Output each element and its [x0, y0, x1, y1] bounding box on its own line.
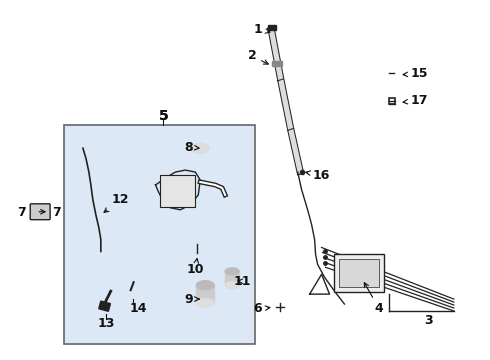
- Bar: [272, 61, 282, 66]
- Polygon shape: [288, 129, 304, 175]
- Text: 11: 11: [233, 275, 251, 288]
- FancyBboxPatch shape: [30, 204, 50, 220]
- Bar: [161, 175, 196, 207]
- Text: 2: 2: [247, 49, 268, 64]
- Text: 10: 10: [187, 258, 204, 276]
- Bar: [335, 255, 384, 292]
- Text: 14: 14: [130, 302, 147, 315]
- Text: 16: 16: [306, 168, 330, 181]
- Bar: [340, 260, 379, 287]
- Ellipse shape: [196, 281, 214, 290]
- Polygon shape: [268, 26, 284, 81]
- Polygon shape: [278, 79, 294, 130]
- Text: 3: 3: [425, 314, 433, 327]
- Ellipse shape: [225, 282, 239, 289]
- Text: 13: 13: [97, 318, 115, 330]
- Bar: [64, 125, 255, 344]
- Ellipse shape: [196, 298, 214, 307]
- Text: 1: 1: [253, 23, 270, 36]
- Bar: [268, 25, 276, 30]
- Text: 7: 7: [17, 206, 36, 219]
- Bar: [99, 301, 110, 311]
- Bar: [196, 285, 214, 303]
- Ellipse shape: [191, 143, 209, 153]
- Text: 9: 9: [184, 293, 199, 306]
- Ellipse shape: [225, 268, 239, 275]
- Text: 5: 5: [159, 109, 169, 123]
- Text: 6: 6: [254, 302, 270, 315]
- Text: 8: 8: [184, 141, 199, 154]
- Text: 17: 17: [403, 94, 428, 107]
- Text: 5: 5: [159, 109, 169, 123]
- Bar: [225, 271, 239, 285]
- Text: 12: 12: [104, 193, 129, 212]
- Text: 7: 7: [52, 206, 60, 219]
- Text: 15: 15: [403, 67, 428, 80]
- Text: 4: 4: [365, 283, 384, 315]
